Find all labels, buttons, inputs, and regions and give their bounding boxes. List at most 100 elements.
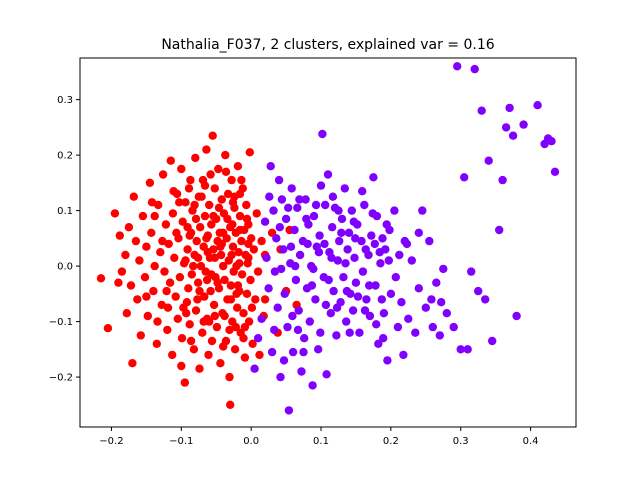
cluster-2-point xyxy=(402,239,412,249)
cluster-2-point xyxy=(463,345,472,354)
cluster-2-point xyxy=(484,156,493,165)
cluster-1-point xyxy=(237,236,246,246)
cluster-1-point xyxy=(223,214,232,224)
scatter-points xyxy=(96,62,560,415)
cluster-1-point xyxy=(186,175,195,185)
cluster-1-point xyxy=(173,314,182,323)
cluster-1-point xyxy=(237,175,246,185)
cluster-1-point xyxy=(248,339,257,348)
cluster-1-point xyxy=(217,195,226,204)
cluster-2-point xyxy=(297,367,306,376)
cluster-1-point xyxy=(253,267,263,276)
cluster-2-point xyxy=(351,278,361,287)
cluster-2-point xyxy=(302,214,311,224)
cluster-2-point xyxy=(360,306,370,315)
cluster-2-point xyxy=(362,295,371,304)
cluster-1-point xyxy=(234,248,243,257)
cluster-2-point xyxy=(295,195,304,204)
cluster-2-point xyxy=(290,225,299,235)
cluster-1-point xyxy=(200,181,210,190)
cluster-2-point xyxy=(370,239,379,249)
cluster-1-point xyxy=(124,223,134,232)
cluster-1-point xyxy=(202,234,211,243)
cluster-1-point xyxy=(249,245,259,254)
cluster-2-point xyxy=(358,267,368,276)
cluster-2-point xyxy=(308,381,317,390)
cluster-2-point xyxy=(467,267,476,276)
cluster-1-point xyxy=(230,345,240,354)
cluster-1-point xyxy=(231,322,240,332)
cluster-2-point xyxy=(311,295,320,304)
cluster-2-point xyxy=(277,195,287,204)
cluster-2-point xyxy=(498,175,507,185)
cluster-1-point xyxy=(186,336,196,346)
cluster-2-point xyxy=(307,281,317,290)
cluster-1-point xyxy=(237,270,247,279)
cluster-2-point xyxy=(365,311,375,321)
plot-frame xyxy=(79,57,577,428)
chart-title: Nathalia_F037, 2 clusters, explained var… xyxy=(161,37,494,53)
cluster-2-point xyxy=(332,303,342,312)
cluster-1-point xyxy=(260,295,270,304)
cluster-2-point xyxy=(314,345,323,354)
cluster-2-point xyxy=(414,228,423,237)
cluster-1-point xyxy=(209,211,218,221)
cluster-2-point xyxy=(323,170,333,179)
cluster-1-point xyxy=(140,273,150,282)
cluster-2-point xyxy=(357,236,366,246)
cluster-1-point xyxy=(138,211,148,221)
cluster-1-point xyxy=(239,309,248,318)
cluster-1-point xyxy=(184,184,194,193)
cluster-2-point xyxy=(533,101,542,110)
cluster-1-point xyxy=(163,325,172,335)
cluster-2-point xyxy=(279,356,289,365)
x-axis: −0.2 −0.1 0.0 0.1 0.2 0.3 0.4 xyxy=(99,427,539,447)
cluster-1-point xyxy=(219,228,228,237)
cluster-1-point xyxy=(197,192,206,201)
cluster-2-point xyxy=(293,325,303,335)
cluster-2-point xyxy=(470,64,479,74)
cluster-2-point xyxy=(316,328,325,337)
cluster-2-point xyxy=(495,225,504,235)
cluster-2-point xyxy=(320,239,329,249)
cluster-2-point xyxy=(291,261,300,271)
cluster-1-point xyxy=(214,164,223,174)
cluster-2-point xyxy=(365,281,374,290)
cluster-1-point xyxy=(189,261,198,271)
cluster-1-point xyxy=(220,275,229,285)
cluster-1-point xyxy=(216,250,226,260)
y-tick-label: 0.1 xyxy=(57,206,73,217)
cluster-1-point xyxy=(247,303,257,312)
cluster-1-point xyxy=(150,261,159,271)
cluster-2-point xyxy=(341,259,350,268)
cluster-2-point xyxy=(294,306,303,315)
cluster-1-point xyxy=(251,295,260,304)
cluster-2-point xyxy=(343,245,352,254)
cluster-1-point xyxy=(246,275,255,285)
cluster-2-point xyxy=(321,200,330,210)
cluster-2-point xyxy=(488,336,497,346)
cluster-1-point xyxy=(180,378,189,387)
x-tick-label: 0.2 xyxy=(383,436,399,447)
cluster-1-point xyxy=(168,209,178,218)
cluster-2-point xyxy=(328,223,337,232)
cluster-1-point xyxy=(181,198,190,207)
cluster-1-point xyxy=(233,162,243,171)
cluster-2-point xyxy=(333,256,342,265)
cluster-2-point xyxy=(477,106,486,115)
cluster-1-point xyxy=(216,359,225,368)
cluster-2-point xyxy=(277,264,286,274)
cluster-1-point xyxy=(150,211,159,221)
cluster-1-point xyxy=(147,198,157,207)
cluster-2-point xyxy=(351,234,360,243)
cluster-2-point xyxy=(371,281,380,290)
cluster-2-point xyxy=(283,322,292,332)
cluster-2-point xyxy=(318,129,327,139)
cluster-2-point xyxy=(332,331,341,340)
cluster-1-point xyxy=(162,286,171,296)
cluster-1-point xyxy=(219,342,228,351)
cluster-2-point xyxy=(437,298,446,307)
cluster-2-point xyxy=(339,273,348,282)
cluster-2-point xyxy=(291,275,301,285)
